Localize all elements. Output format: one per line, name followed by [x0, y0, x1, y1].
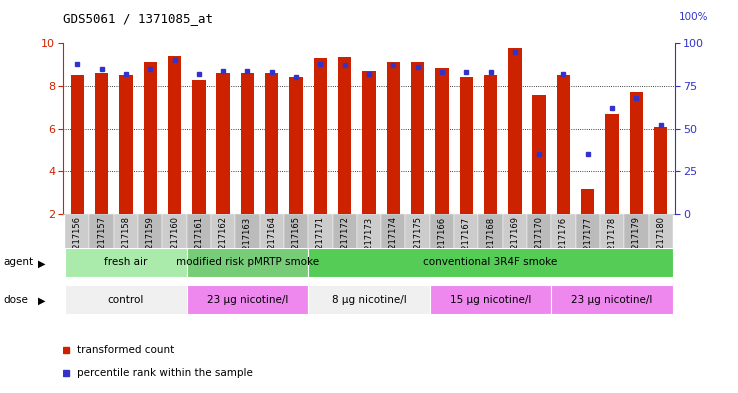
Text: GSM1217158: GSM1217158 — [122, 217, 131, 272]
Text: GSM1217163: GSM1217163 — [243, 217, 252, 273]
Bar — [260, 214, 284, 259]
Bar — [581, 189, 594, 214]
Bar — [478, 214, 503, 259]
Bar — [654, 127, 667, 214]
Text: ▶: ▶ — [38, 259, 46, 269]
Text: GSM1217156: GSM1217156 — [73, 217, 82, 272]
Bar — [551, 214, 576, 259]
Bar — [649, 214, 673, 259]
Bar — [576, 214, 600, 259]
Bar — [71, 75, 84, 214]
Text: control: control — [108, 295, 144, 305]
Bar — [435, 68, 449, 214]
Bar — [362, 71, 376, 214]
Bar — [65, 214, 89, 259]
Text: GSM1217171: GSM1217171 — [316, 217, 325, 272]
Bar — [532, 94, 546, 214]
Bar — [508, 48, 522, 214]
Bar — [503, 214, 527, 259]
Text: GSM1217161: GSM1217161 — [194, 217, 204, 272]
Bar — [308, 248, 673, 277]
Bar — [162, 214, 187, 259]
Text: dose: dose — [4, 295, 29, 305]
Bar — [65, 285, 187, 314]
Text: GSM1217167: GSM1217167 — [462, 217, 471, 273]
Text: GSM1217179: GSM1217179 — [632, 217, 641, 272]
Bar — [600, 214, 624, 259]
Bar — [333, 214, 357, 259]
Text: 15 μg nicotine/l: 15 μg nicotine/l — [450, 295, 531, 305]
Bar — [265, 73, 278, 214]
Bar — [308, 214, 333, 259]
Bar — [114, 214, 138, 259]
Bar — [187, 248, 308, 277]
Text: GSM1217178: GSM1217178 — [607, 217, 616, 273]
Bar — [454, 214, 478, 259]
Text: GSM1217172: GSM1217172 — [340, 217, 349, 272]
Text: 8 μg nicotine/l: 8 μg nicotine/l — [331, 295, 407, 305]
Text: GSM1217164: GSM1217164 — [267, 217, 276, 272]
Text: GSM1217165: GSM1217165 — [292, 217, 300, 272]
Bar — [630, 92, 643, 214]
Text: GSM1217174: GSM1217174 — [389, 217, 398, 272]
Text: GSM1217159: GSM1217159 — [145, 217, 155, 272]
Bar — [314, 58, 327, 214]
Bar — [289, 77, 303, 214]
Bar — [192, 79, 206, 214]
Bar — [338, 57, 351, 214]
Bar — [138, 214, 162, 259]
Bar — [624, 214, 649, 259]
Bar — [168, 56, 182, 214]
Bar — [308, 285, 430, 314]
Bar — [95, 73, 108, 214]
Bar — [605, 114, 618, 214]
Text: GSM1217177: GSM1217177 — [583, 217, 593, 273]
Bar — [284, 214, 308, 259]
Bar — [89, 214, 114, 259]
Text: GSM1217162: GSM1217162 — [218, 217, 227, 272]
Bar — [120, 75, 133, 214]
Text: fresh air: fresh air — [104, 257, 148, 267]
Text: transformed count: transformed count — [77, 345, 173, 355]
Text: modified risk pMRTP smoke: modified risk pMRTP smoke — [176, 257, 319, 267]
Text: GSM1217173: GSM1217173 — [365, 217, 373, 273]
Bar — [187, 285, 308, 314]
Text: percentile rank within the sample: percentile rank within the sample — [77, 368, 252, 378]
Text: GSM1217168: GSM1217168 — [486, 217, 495, 273]
Bar — [484, 75, 497, 214]
Bar — [460, 77, 473, 214]
Bar — [551, 285, 673, 314]
Bar — [211, 214, 235, 259]
Bar — [430, 214, 454, 259]
Text: GSM1217180: GSM1217180 — [656, 217, 665, 272]
Text: GSM1217175: GSM1217175 — [413, 217, 422, 272]
Bar — [405, 214, 430, 259]
Bar — [381, 214, 405, 259]
Text: 23 μg nicotine/l: 23 μg nicotine/l — [207, 295, 288, 305]
Bar — [387, 62, 400, 214]
Bar — [235, 214, 260, 259]
Bar — [65, 248, 187, 277]
Text: GSM1217169: GSM1217169 — [511, 217, 520, 272]
Text: GSM1217176: GSM1217176 — [559, 217, 568, 273]
Text: agent: agent — [4, 257, 34, 267]
Bar — [556, 75, 570, 214]
Bar — [144, 62, 157, 214]
Text: GDS5061 / 1371085_at: GDS5061 / 1371085_at — [63, 12, 213, 25]
Text: 23 μg nicotine/l: 23 μg nicotine/l — [571, 295, 652, 305]
Bar — [527, 214, 551, 259]
Bar — [430, 285, 551, 314]
Bar — [411, 62, 424, 214]
Bar — [187, 214, 211, 259]
Text: ▶: ▶ — [38, 296, 46, 306]
Text: conventional 3R4F smoke: conventional 3R4F smoke — [424, 257, 558, 267]
Text: GSM1217160: GSM1217160 — [170, 217, 179, 272]
Bar — [241, 73, 254, 214]
Text: GSM1217157: GSM1217157 — [97, 217, 106, 272]
Bar — [357, 214, 381, 259]
Bar — [216, 73, 230, 214]
Text: GSM1217166: GSM1217166 — [438, 217, 446, 273]
Text: GSM1217170: GSM1217170 — [534, 217, 544, 272]
Text: 100%: 100% — [679, 12, 708, 22]
